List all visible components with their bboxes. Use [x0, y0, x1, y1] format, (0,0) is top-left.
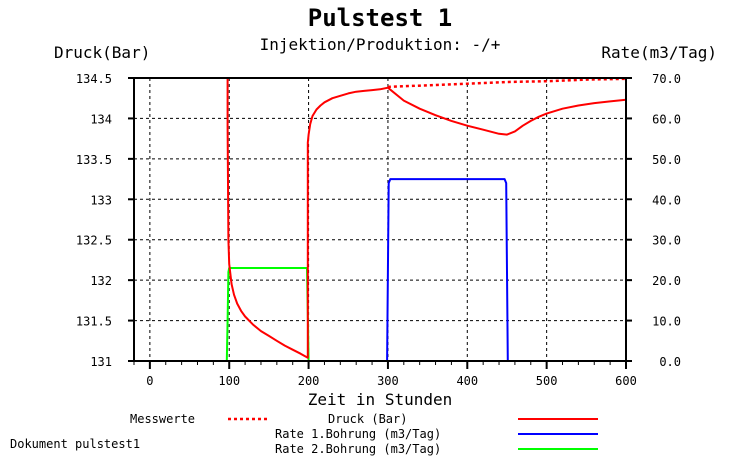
y-left-tick-label-1: 131.5	[76, 315, 112, 329]
y-left-tick-label-6: 134	[90, 112, 112, 126]
legend-entry-pressure: Druck (Bar)	[328, 412, 407, 426]
right-axis-label: Rate(m3/Tag)	[601, 43, 717, 62]
y-left-tick-label-4: 133	[90, 193, 112, 207]
x-axis-label: Zeit in Stunden	[308, 390, 453, 409]
chart-subtitle: Injektion/Produktion: -/+	[260, 35, 501, 54]
x-tick-label-4: 400	[456, 374, 478, 388]
y-right-tick-label-2: 20.0	[652, 274, 681, 288]
series-line-druck-bar	[134, 77, 627, 359]
x-tick-label-6: 600	[615, 374, 637, 388]
x-tick-label-1: 100	[218, 374, 240, 388]
axis-ticks: 0 100 200 300 400 500 600 131 131.5 132 132.5 133 13…	[76, 72, 681, 388]
series-line-rate-1-bohrung-m3-tag	[134, 178, 626, 362]
y-right-tick-label-7: 70.0	[652, 72, 681, 86]
x-tick-label-5: 500	[536, 374, 558, 388]
series-line-messwerte	[387, 77, 627, 89]
y-left-tick-label-2: 132	[90, 274, 112, 288]
left-axis-label: Druck(Bar)	[54, 43, 150, 62]
x-tick-label-0: 0	[146, 374, 153, 388]
y-right-tick-label-4: 40.0	[652, 193, 681, 207]
x-tick-label-2: 200	[298, 374, 320, 388]
series-line-rate-2-bohrung-m3-tag	[134, 267, 626, 362]
plot-frame	[133, 77, 627, 362]
y-left-tick-label-3: 132.5	[76, 234, 112, 248]
legend-measured-label: Messwerte	[130, 412, 195, 426]
y-left-tick-label-0: 131	[90, 355, 112, 369]
chart-title: Pulstest 1	[308, 4, 453, 32]
y-left-tick-label-5: 133.5	[76, 153, 112, 167]
series-layer	[134, 77, 627, 362]
y-right-tick-label-5: 50.0	[652, 153, 681, 167]
document-label: Dokument pulstest1	[10, 437, 140, 451]
y-right-tick-label-6: 60.0	[652, 112, 681, 126]
y-left-tick-label-7: 134.5	[76, 72, 112, 86]
legend-entry-rate2: Rate 2.Bohrung (m3/Tag)	[275, 442, 441, 456]
legend-entry-rate1: Rate 1.Bohrung (m3/Tag)	[275, 427, 441, 441]
x-tick-label-3: 300	[377, 374, 399, 388]
y-right-tick-label-1: 10.0	[652, 315, 681, 329]
y-right-tick-label-0: 0.0	[659, 355, 681, 369]
y-right-tick-label-3: 30.0	[652, 234, 681, 248]
grid-lines	[134, 78, 626, 361]
